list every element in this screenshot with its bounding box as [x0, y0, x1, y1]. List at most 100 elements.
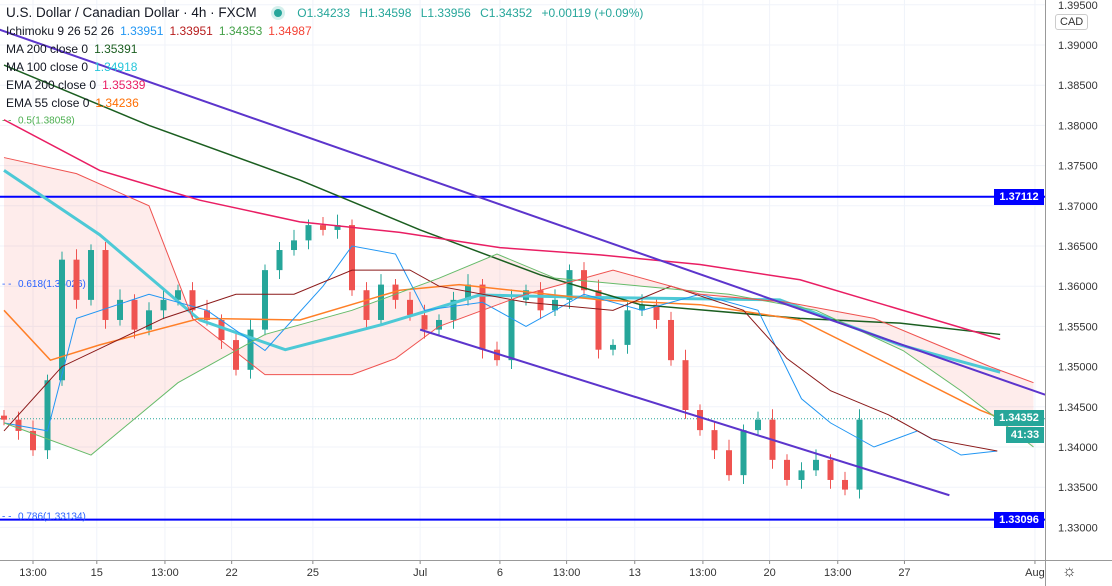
symbol-header: U.S. Dollar / Canadian Dollar · 4h · FXC… [6, 4, 643, 22]
candle-body [653, 304, 660, 320]
indicator-label: MA 100 close 0 [6, 60, 89, 74]
y-tick-label: 1.39000 [1058, 40, 1098, 52]
candle-body [88, 250, 94, 300]
legend: U.S. Dollar / Canadian Dollar · 4h · FXC… [6, 4, 643, 112]
indicator-legend-row[interactable]: Ichimoku 9 26 52 26 1.33951 1.33951 1.34353… [6, 22, 643, 40]
series-span-a [3, 253, 1034, 456]
ohlc-low: L1.33956 [420, 6, 471, 20]
indicator-value: 1.34353 [218, 24, 263, 38]
resistance-price-tag: 1.37112 [994, 189, 1044, 205]
indicator-value: 1.34918 [94, 60, 138, 74]
series-ema-55 [3, 283, 1001, 419]
indicator-legend-row[interactable]: EMA 55 close 0 1.34236 [6, 94, 643, 112]
candle-body [813, 459, 819, 471]
indicator-legend-row[interactable]: MA 100 close 0 1.34918 [6, 58, 643, 76]
candle-body [276, 250, 283, 271]
x-tick-label: 27 [898, 567, 910, 579]
candle-body [233, 340, 239, 370]
last-price-tag: 1.34352 [994, 410, 1044, 426]
indicator-value: 1.34987 [268, 24, 312, 38]
y-tick-label: 1.34500 [1058, 402, 1098, 414]
y-tick-label: 1.33000 [1058, 522, 1098, 534]
y-tick-label: 1.35500 [1058, 321, 1098, 333]
fib-level-label: 0.618(1.36026) [18, 279, 86, 290]
candle-body [378, 284, 384, 320]
candle-body [320, 225, 326, 230]
candle-body [175, 290, 181, 300]
candle-body [784, 459, 790, 480]
indicator-value: 1.35339 [102, 78, 146, 92]
candle-body [117, 299, 123, 320]
settings-gear-icon[interactable]: ☼ [1062, 563, 1077, 580]
candle-body [59, 259, 65, 381]
indicator-value: 1.34236 [95, 96, 139, 110]
candle-body [131, 299, 138, 330]
candle-body [262, 270, 268, 330]
candle-body [247, 329, 254, 370]
channel-lower-trendline [419, 328, 950, 497]
candle-body [334, 225, 341, 230]
candle-body [827, 459, 834, 480]
fib-dash: - - [2, 279, 11, 290]
y-tick-label: 1.38000 [1058, 120, 1098, 132]
channel-upper-trendline [0, 28, 1045, 396]
candle-body [842, 479, 848, 490]
indicator-legend-row[interactable]: EMA 200 close 0 1.35339 [6, 76, 643, 94]
series-span-b [3, 157, 1034, 384]
y-tick-label: 1.39500 [1058, 0, 1098, 12]
candle-body [421, 315, 428, 330]
x-tick-label: 20 [763, 567, 775, 579]
ohlc-open: O1.34233 [297, 6, 350, 20]
indicator-label: MA 200 close 0 [6, 42, 89, 56]
candle-body [73, 259, 80, 300]
indicator-label: Ichimoku 9 26 52 26 [6, 24, 115, 38]
candle-body [639, 304, 645, 311]
symbol-title[interactable]: U.S. Dollar / Canadian Dollar · 4h · FXC… [6, 5, 257, 20]
candle-body [291, 240, 297, 251]
candle-body [102, 250, 109, 320]
candle-body [856, 419, 863, 490]
candle-body [740, 430, 747, 476]
x-tick-label: 13:00 [689, 567, 717, 579]
x-tick-label: 13 [629, 567, 641, 579]
indicator-value: 1.33951 [169, 24, 213, 38]
x-tick-label: 22 [226, 567, 238, 579]
candle-body [668, 319, 674, 361]
support-price-tag: 1.33096 [994, 512, 1044, 528]
candle-body [595, 290, 602, 350]
candle-body [218, 319, 225, 341]
series-kijun [3, 269, 998, 452]
x-tick-label: Aug [1025, 567, 1045, 579]
currency-label[interactable]: CAD [1055, 14, 1089, 30]
candle-body [682, 360, 689, 411]
candle-body [450, 299, 457, 320]
indicator-value: 1.33951 [120, 24, 164, 38]
indicator-legend-row[interactable]: MA 200 close 0 1.35391 [6, 40, 643, 58]
candle-body [1, 415, 7, 420]
candle-body [566, 270, 573, 300]
candle-body [160, 299, 167, 311]
candle-body [146, 310, 152, 330]
x-tick-label: 25 [307, 567, 319, 579]
candle-body [465, 284, 471, 300]
candle-body [436, 319, 442, 330]
candle-body [349, 225, 355, 291]
y-tick-label: 1.33500 [1058, 482, 1098, 494]
market-status-icon [273, 9, 282, 17]
ohlc-change: +0.00119 (+0.09%) [541, 6, 644, 20]
x-tick-label: 13:00 [151, 567, 179, 579]
candle-body [407, 299, 413, 316]
indicator-value: 1.35391 [94, 42, 138, 56]
candle-body [30, 430, 36, 451]
plot-area: - -0.5(1.38058)- -0.618(1.36026)- -0.786… [0, 28, 1045, 523]
candle-body [479, 284, 486, 350]
fib-level-label: 0.5(1.38058) [18, 116, 75, 127]
ohlc-close: C1.34352 [480, 6, 533, 20]
candle-body [305, 225, 312, 241]
x-tick-label: 13:00 [19, 567, 47, 579]
candle-body [537, 290, 544, 311]
candle-body [189, 290, 196, 311]
candle-body [755, 419, 761, 431]
